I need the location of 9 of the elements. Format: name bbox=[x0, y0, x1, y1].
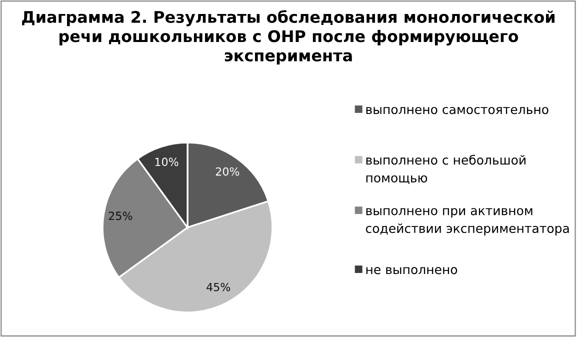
data-label: 10% bbox=[155, 158, 178, 166]
chart-title: Диаграмма 2. Результаты обследования монологической речи дошкольников с ОНР после формирующего эксперимента bbox=[22, 10, 555, 65]
legend-label: не выполнено bbox=[366, 267, 458, 274]
data-label: 20% bbox=[216, 167, 240, 176]
data-label: 45% bbox=[206, 282, 230, 292]
legend-label: выполнено с небольшой помощью bbox=[366, 154, 526, 184]
legend-label: выполнено при активном содействии экспериментатора bbox=[366, 208, 569, 236]
legend-label: выполнено самостоятельно bbox=[366, 106, 548, 114]
data-label: 25% bbox=[108, 212, 132, 220]
